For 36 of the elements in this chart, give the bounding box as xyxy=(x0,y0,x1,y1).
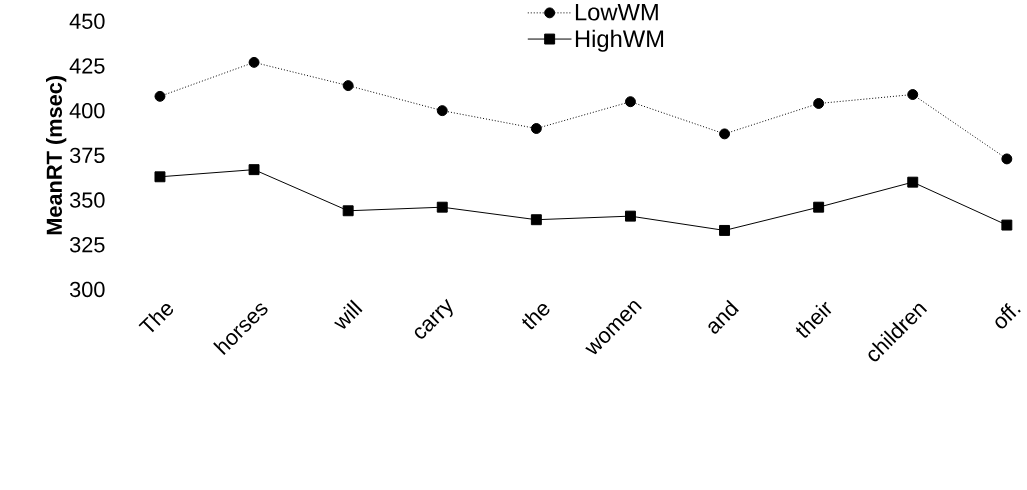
x-tick-label: off. xyxy=(995,303,1021,329)
point xyxy=(813,201,825,213)
x-tick-label: and xyxy=(708,299,739,334)
y-axis-title: MeanRT (msec) xyxy=(46,76,67,235)
point xyxy=(436,201,448,213)
x-tick-label: will xyxy=(334,299,363,330)
point xyxy=(907,89,919,101)
y-tick-label: 300 xyxy=(69,281,105,298)
x-tick-label: their xyxy=(795,301,832,338)
point xyxy=(1001,219,1013,231)
y-tick-label: 450 xyxy=(69,13,105,30)
point xyxy=(719,225,731,237)
y-tick-label: 400 xyxy=(69,103,105,119)
point xyxy=(248,57,260,68)
point xyxy=(342,80,354,92)
point xyxy=(154,171,166,183)
point xyxy=(1001,153,1013,165)
x-tick-label: The xyxy=(138,304,174,333)
point xyxy=(624,96,636,108)
y-tick-label: 350 xyxy=(69,192,105,208)
y-tick-label: 325 xyxy=(69,237,105,253)
point xyxy=(248,164,260,176)
y-tick-label: 375 xyxy=(69,147,105,164)
point xyxy=(530,123,542,135)
point xyxy=(342,205,354,217)
point xyxy=(813,98,825,110)
x-tick-label: the xyxy=(522,304,550,330)
legend-label: LowWM xyxy=(575,4,658,21)
point xyxy=(624,210,636,222)
point xyxy=(530,214,542,226)
point xyxy=(719,128,731,140)
legend-label: HighWM xyxy=(575,29,664,53)
point xyxy=(436,105,448,117)
y-tick-label: 425 xyxy=(69,58,105,74)
point xyxy=(907,176,919,188)
point xyxy=(154,91,166,102)
